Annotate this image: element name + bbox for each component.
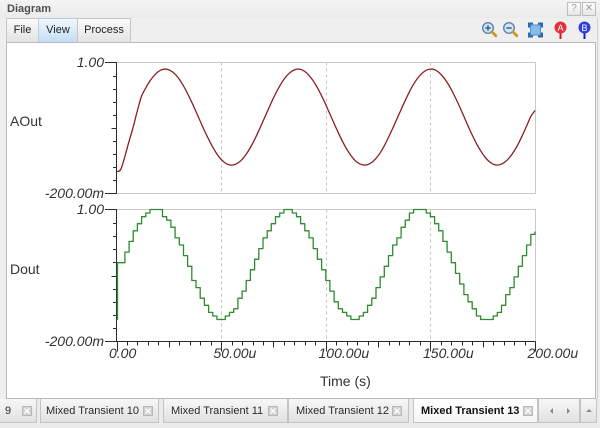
- zoom-fit-icon: [528, 22, 543, 38]
- tab-label: 9: [5, 405, 12, 417]
- panel-dout[interactable]: 1.00 -200.00m Dout: [10, 201, 536, 349]
- zoom-in-icon: [481, 21, 498, 38]
- marker-b-button[interactable]: B: [576, 21, 593, 39]
- x-tick-label-100u: 100.00u: [319, 345, 370, 361]
- tab-close-button[interactable]: [392, 406, 402, 416]
- dout-trace[interactable]: [116, 208, 536, 321]
- close-icon: [523, 406, 533, 416]
- panel-aout[interactable]: 1.00 -200.00m AOut: [10, 54, 536, 201]
- marker-b-label: B: [581, 23, 587, 33]
- marker-a-icon: A: [554, 21, 567, 39]
- zoom-fit-button[interactable]: [527, 21, 544, 39]
- scroll-tabs-right-icon[interactable]: [567, 408, 570, 414]
- tab-label: Mixed Transient 10: [46, 405, 139, 417]
- tab-list-button[interactable]: [580, 399, 597, 423]
- aout-trace[interactable]: [116, 68, 536, 173]
- y-max-label: 1.00: [77, 201, 104, 217]
- x-axis: 0.00 50.00u 100.00u 150.00u 200.00u Time…: [105, 341, 579, 389]
- tab-label: Mixed Transient 12: [296, 405, 389, 417]
- close-icon: [143, 406, 153, 416]
- signal-label-dout[interactable]: Dout: [10, 261, 40, 277]
- tab-close-button[interactable]: [143, 406, 153, 416]
- x-tick-label-200u: 200.00u: [527, 345, 579, 361]
- zoom-out-icon: [502, 21, 519, 38]
- tab-label: Mixed Transient 13: [421, 405, 520, 417]
- close-window-button[interactable]: ✕: [582, 2, 596, 16]
- window-right-border: [597, 18, 598, 423]
- tab-mixed-transient-10[interactable]: Mixed Transient 10: [40, 399, 159, 423]
- x-ticks: [117, 341, 536, 352]
- x-tick-label-50u: 50.00u: [214, 345, 257, 361]
- tab-close-button[interactable]: [523, 406, 533, 416]
- y-min-label: -200.00m: [45, 333, 104, 349]
- zoom-out-button[interactable]: [502, 21, 519, 39]
- tab-scroll-buttons: [538, 399, 580, 423]
- close-icon: [392, 406, 402, 416]
- plot-frame: [116, 62, 536, 194]
- tab-mixed-transient-11[interactable]: Mixed Transient 11: [163, 399, 288, 423]
- help-button[interactable]: ?: [567, 2, 581, 16]
- marker-b-icon: B: [578, 21, 591, 39]
- document-tab-bar: 9 Mixed Transient 10 Mixed Transient 11 …: [0, 399, 600, 428]
- y-ticks: [111, 223, 117, 329]
- marker-a-label: A: [557, 23, 563, 33]
- window-title: Diagram: [7, 3, 52, 15]
- x-tick-label-150u: 150.00u: [423, 345, 474, 361]
- menu-process[interactable]: Process: [77, 18, 131, 43]
- tab-close-button[interactable]: [22, 406, 32, 416]
- close-icon: [22, 406, 32, 416]
- plot-frame: [116, 209, 536, 342]
- zoom-in-button[interactable]: [481, 21, 498, 39]
- x-axis-title: Time (s): [320, 373, 371, 389]
- tab-close-button[interactable]: [268, 406, 278, 416]
- marker-a-button[interactable]: A: [552, 21, 569, 39]
- tab-label: Mixed Transient 11: [171, 405, 264, 417]
- y-range-tick-lines: [105, 62, 117, 194]
- y-max-label: 1.00: [77, 54, 104, 70]
- tab-mixed-transient-9[interactable]: 9: [0, 399, 37, 423]
- scroll-tabs-left-icon[interactable]: [550, 408, 553, 414]
- y-ticks: [111, 76, 117, 181]
- close-icon: [268, 406, 278, 416]
- grid-lines: [221, 62, 431, 193]
- title-bar: Diagram ? ✕: [0, 0, 600, 18]
- tab-mixed-transient-12[interactable]: Mixed Transient 12: [288, 399, 409, 423]
- x-tick-label-0: 0.00: [109, 345, 136, 361]
- menu-view[interactable]: View: [38, 18, 78, 43]
- y-min-label: -200.00m: [45, 185, 104, 201]
- chevron-up-icon: [586, 409, 592, 412]
- tab-mixed-transient-13[interactable]: Mixed Transient 13: [413, 399, 538, 423]
- signal-label-aout[interactable]: AOut: [10, 113, 42, 129]
